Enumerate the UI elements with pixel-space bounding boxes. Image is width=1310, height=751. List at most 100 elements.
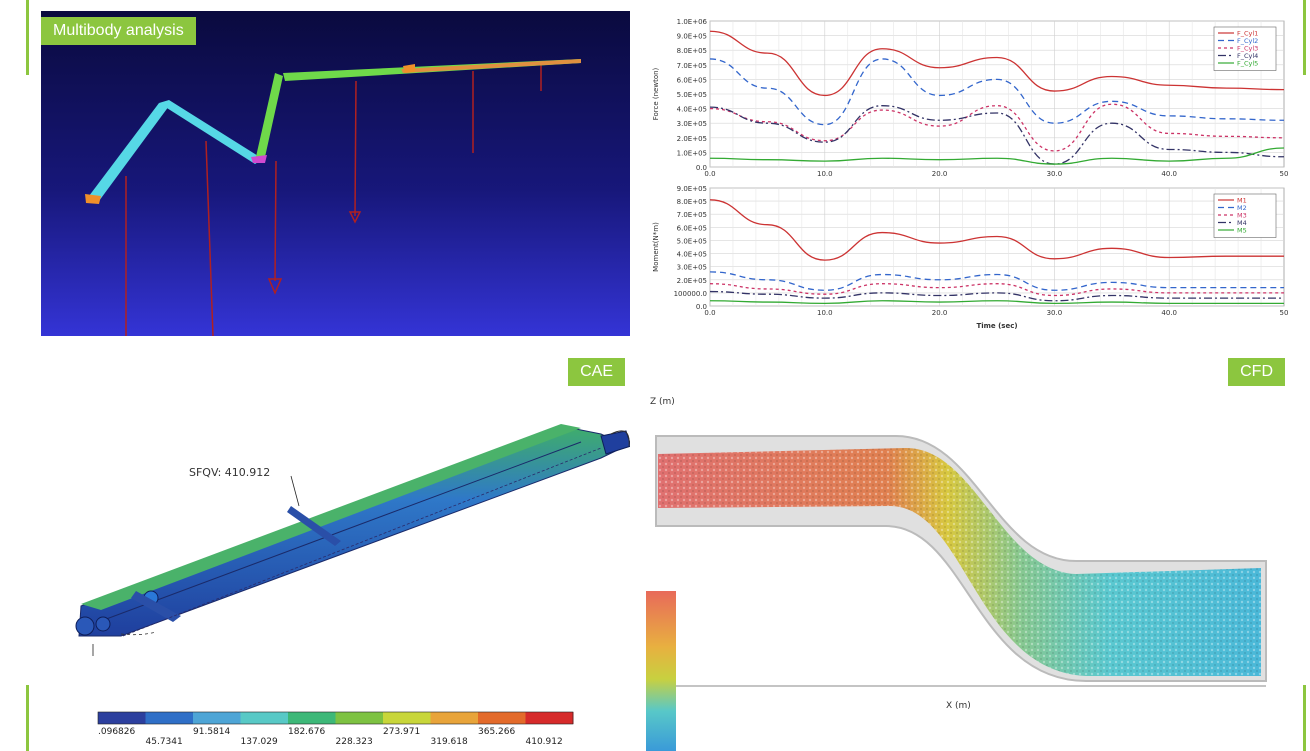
multibody-panel: Multibody analysis [41,11,630,336]
colorbar-segment [383,712,431,724]
y-tick-label: 0.0 [696,303,707,311]
x-tick-label: 40.0 [1161,170,1177,178]
corner-bracket-bl-v [26,685,29,751]
series-line-M5 [709,300,1284,305]
cfd-colorbar [646,591,676,751]
y-tick-label: 4.0E+05 [677,251,707,259]
y-axis-label: Moment(N*m) [652,222,660,272]
legend-label: F_Cyl4 [1237,52,1258,60]
x-tick-label: 10.0 [817,170,833,178]
legend-label: M1 [1237,197,1247,205]
legend-label: M5 [1237,227,1247,235]
multibody-render [41,11,630,336]
y-tick-label: 6.0E+05 [677,76,707,84]
force-chart: 0.0 1.0E+05 2.0E+05 3.0E+05 4.0E+05 5.0E+05 6.… [652,18,1289,191]
y-tick-label: 2.0E+05 [677,135,707,143]
y-tick-label: 0.0 [696,164,707,172]
y-tick-label: 2.0E+05 [677,277,707,285]
series-line-M1 [709,199,1284,261]
cae-label: CAE [568,358,625,386]
colorbar-label-bottom: 410.912 [526,737,563,747]
x-tick-label: 0.0 [704,170,715,178]
y-tick-label: 1.0E+06 [677,18,708,26]
legend-label: F_Cyl1 [1237,30,1258,38]
colorbar-segment [193,712,241,724]
z-axis-label: Z (m) [650,397,675,407]
series-line-M3 [709,283,1284,297]
x-tick-label: 20.0 [932,309,948,317]
colorbar-segment [525,712,574,724]
moment-chart-panel: 0.0 100000.0 2.0E+05 3.0E+05 4.0E+05 5.0E+05 6… [648,178,1290,336]
colorbar-frame [97,711,574,725]
x-tick-label: 40.0 [1161,309,1177,317]
legend-label: M3 [1237,212,1247,220]
colorbar-label-top: .096826 [98,727,135,737]
x-tick-label: 30.0 [1047,170,1063,178]
x-tick-label: 50 [1280,309,1289,317]
y-tick-label: 3.0E+05 [677,120,707,128]
series-line-F_Cyl2 [709,58,1285,126]
colorbar-label-top: 91.5814 [193,727,230,737]
y-tick-label: 6.0E+05 [677,224,707,232]
colorbar-segment [335,712,384,724]
legend-label: F_Cyl5 [1237,60,1258,68]
force-chart-panel: 0.0 1.0E+05 2.0E+05 3.0E+05 4.0E+05 5.0E+05 6.… [648,11,1290,197]
colorbar-label-top: 273.971 [383,727,420,737]
y-tick-label: 8.0E+05 [677,47,707,55]
colorbar-label-bottom: 228.323 [336,737,373,747]
legend-label: F_Cyl3 [1237,45,1258,53]
legend-label: F_Cyl2 [1237,37,1258,45]
boom-model [75,424,630,656]
colorbar-label-top: 365.266 [478,727,515,737]
y-axis-label: Force (newton) [652,67,660,120]
y-tick-label: 9.0E+05 [677,33,707,41]
x-axis-label: X (m) [946,701,971,711]
corner-bracket-tr-v [1303,0,1306,75]
y-tick-label: 100000.0 [674,290,707,298]
corner-bracket-tl-v [26,0,29,75]
pipe-flow [655,435,1267,682]
boom-mechanism [85,59,581,204]
series-line-F_Cyl5 [709,147,1285,165]
colorbar-segment [98,712,146,724]
x-tick-label: 30.0 [1047,309,1063,317]
colorbar-label-bottom: 45.7341 [146,737,183,747]
y-tick-label: 5.0E+05 [677,91,707,99]
x-tick-label: 20.0 [932,170,948,178]
x-axis-label: Time (sec) [976,322,1017,330]
cae-colorbar: .096826 91.5814 182.676 273.971 365.266 45.73… [97,711,574,747]
y-tick-label: 9.0E+05 [677,185,707,193]
y-tick-label: 7.0E+05 [677,62,707,70]
legend-label: M4 [1237,219,1247,227]
series-line-M2 [709,271,1284,291]
colorbar-segment [430,712,479,724]
series-line-M4 [709,290,1284,302]
y-tick-label: 5.0E+05 [677,237,707,245]
y-tick-label: 1.0E+05 [677,149,707,157]
y-tick-label: 7.0E+05 [677,211,707,219]
colorbar-segment [240,712,289,724]
cae-panel: SFQV: 410.912 .096826 91.5814 182.676 273.9… [41,336,630,751]
y-tick-label: 3.0E+05 [677,264,707,272]
force-arrows [125,61,542,336]
series-line-F_Cyl1 [709,30,1285,97]
colorbar-segment [478,712,526,724]
colorbar-segment [145,712,194,724]
x-tick-label: 10.0 [817,309,833,317]
cae-annotation: SFQV: 410.912 [189,466,270,479]
x-tick-label: 0.0 [704,309,715,317]
y-tick-label: 4.0E+05 [677,106,707,114]
cfd-panel: Z (m) X (m) CFD [646,336,1290,751]
series-line-F_Cyl4 [709,105,1285,165]
x-tick-label: 50 [1280,170,1289,178]
multibody-label: Multibody analysis [41,17,196,45]
y-tick-label: 8.0E+05 [677,198,707,206]
colorbar-label-top: 182.676 [288,727,325,737]
colorbar-label-bottom: 137.029 [241,737,278,747]
cae-render: SFQV: 410.912 .096826 91.5814 182.676 273.9… [75,424,630,747]
colorbar-label-bottom: 319.618 [431,737,468,747]
plot-area [709,187,1285,307]
colorbar-segment [288,712,336,724]
moment-chart: 0.0 100000.0 2.0E+05 3.0E+05 4.0E+05 5.0E+05 6… [652,185,1289,330]
corner-bracket-br-v [1303,685,1306,751]
